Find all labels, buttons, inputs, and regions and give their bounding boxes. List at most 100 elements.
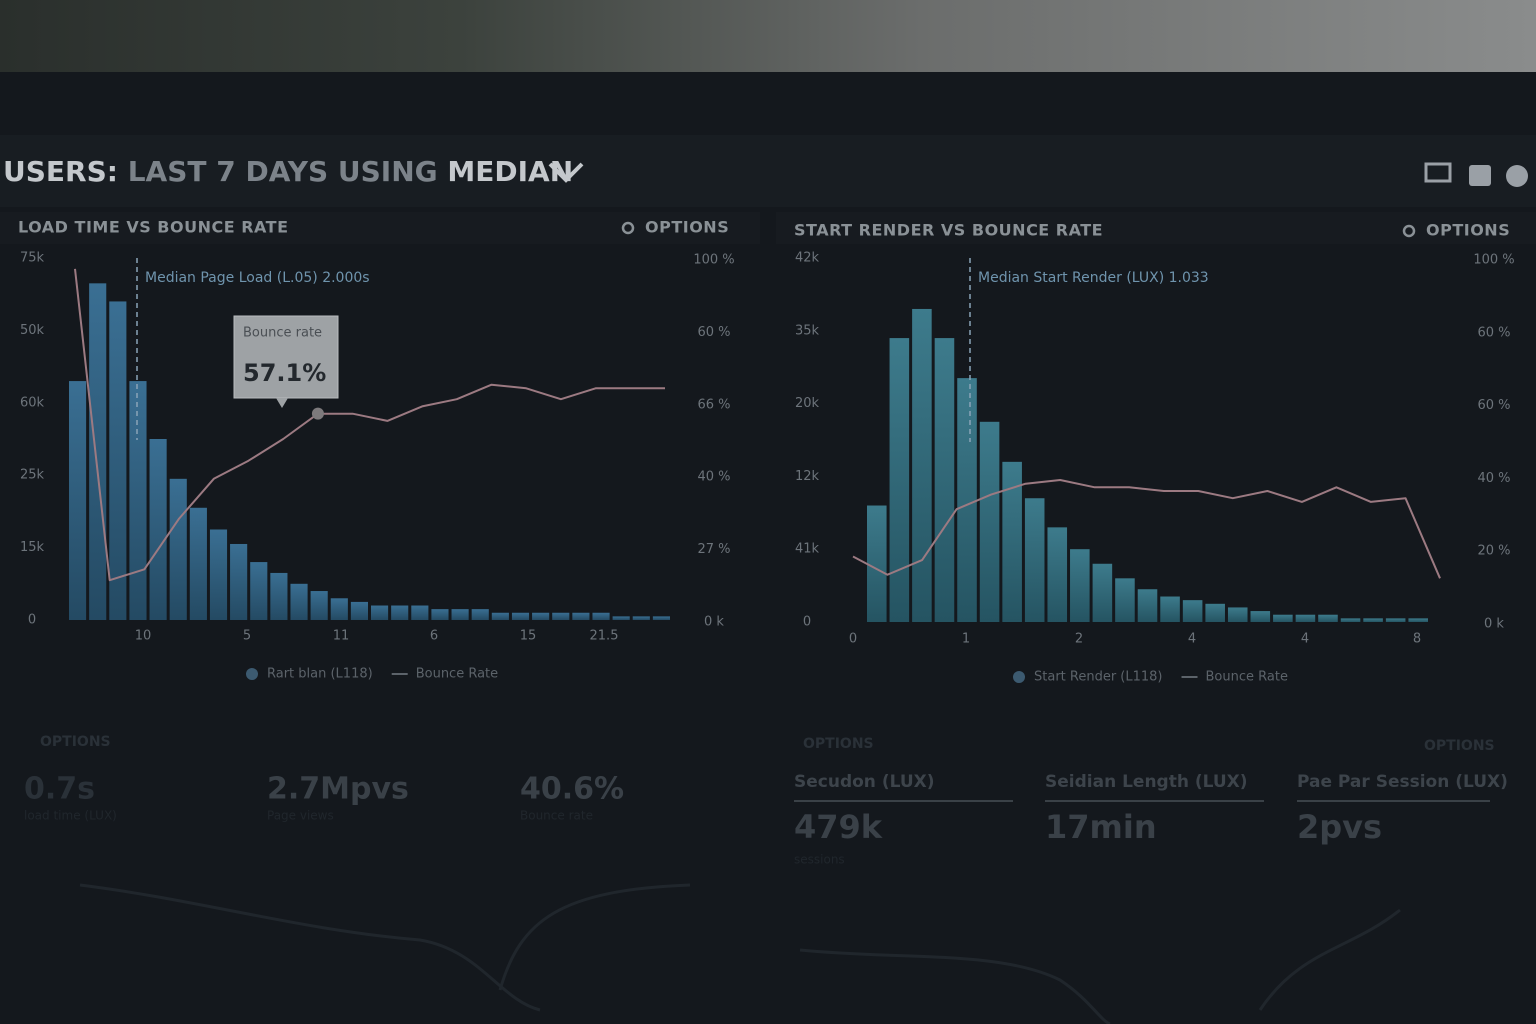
help-icon[interactable] — [1506, 165, 1528, 187]
bar — [1318, 614, 1338, 622]
bar — [109, 301, 127, 620]
panel-title: START RENDER VS BOUNCE RATE — [794, 221, 1103, 240]
bar — [957, 378, 977, 622]
bar — [310, 591, 328, 620]
options-icon[interactable] — [621, 221, 635, 235]
header-part: USERS: — [3, 155, 118, 188]
bounce-rate-line — [74, 268, 665, 582]
tooltip-pointer — [276, 398, 288, 408]
legend-swatch — [246, 668, 258, 680]
bar — [89, 283, 107, 620]
stat-value: 40.6% — [520, 772, 624, 807]
legend-swatch — [1013, 671, 1025, 683]
y2-tick-label: 20 % — [1477, 544, 1510, 559]
y2-tick-label: 0 k — [1484, 617, 1504, 632]
y2-tick-label: 40 % — [1477, 471, 1510, 486]
x-tick-label: 4 — [1188, 632, 1196, 647]
options-link[interactable]: OPTIONS — [803, 736, 874, 752]
y2-tick-label: 40 % — [697, 470, 730, 485]
x-tick-label: 1 — [962, 632, 970, 647]
x-tick-label: 11 — [333, 629, 350, 644]
stat-value: 17min — [1045, 808, 1157, 846]
faint-sparkline — [79, 883, 691, 1012]
x-tick-label: 4 — [1301, 632, 1309, 647]
y2-tick-label: 100 % — [1473, 253, 1514, 268]
panel-header — [776, 212, 1536, 244]
dropdown-icon[interactable] — [548, 162, 584, 183]
y2-tick-label: 66 % — [697, 397, 730, 412]
y-tick-label: 35k — [795, 323, 820, 338]
bar — [129, 381, 147, 620]
bar — [1227, 607, 1248, 622]
header-part: USING — [338, 155, 438, 188]
y-tick-label: 0 — [28, 613, 36, 628]
legend-entry: Bounce Rate — [1206, 670, 1288, 685]
bar — [491, 612, 509, 620]
options-link[interactable]: OPTIONS — [40, 734, 111, 750]
bar — [1137, 589, 1158, 622]
bar — [1115, 578, 1135, 622]
x-tick-label: 6 — [430, 629, 438, 644]
bar — [889, 338, 910, 622]
stat-label: load time (LUX) — [24, 809, 117, 823]
bar — [1340, 618, 1361, 622]
bar — [934, 338, 955, 622]
bar — [230, 543, 248, 620]
bar — [912, 308, 932, 622]
x-tick-label: 2 — [1075, 632, 1083, 647]
hover-point — [311, 407, 324, 420]
y2-tick-label: 60 % — [697, 325, 730, 340]
bar — [572, 612, 590, 620]
bar — [391, 605, 409, 620]
stat-title: Seidian Length (LUX) — [1045, 772, 1248, 792]
bar — [1092, 563, 1113, 622]
bar — [431, 609, 449, 620]
median-annotation: Median Page Load (L.05) 2.000s — [145, 270, 370, 286]
x-tick-label: 15 — [520, 629, 537, 644]
bar — [1363, 618, 1383, 622]
bar — [1047, 527, 1068, 622]
options-link[interactable]: OPTIONS — [1424, 738, 1495, 754]
x-tick-label: 8 — [1413, 632, 1421, 647]
monitor-icon[interactable] — [1424, 162, 1452, 183]
stat-label: Page views — [267, 809, 334, 823]
legend-entry: Rart blan (L118) — [267, 667, 373, 682]
x-tick-label: 0 — [849, 632, 857, 647]
bar — [532, 612, 550, 620]
bar — [1385, 618, 1406, 622]
x-tick-label: 21.5 — [590, 629, 619, 644]
y2-tick-label: 100 % — [693, 253, 734, 268]
y-tick-label: 12k — [795, 469, 820, 484]
y-tick-label: 20k — [795, 396, 820, 411]
y-tick-label: 41k — [795, 542, 820, 557]
y-tick-label: 15k — [20, 540, 45, 555]
bar — [632, 616, 650, 620]
bar — [350, 601, 368, 620]
header-title: USERS: LAST 7 DAYS USING MEDIAN — [3, 155, 573, 188]
median-annotation: Median Start Render (LUX) 1.033 — [978, 270, 1209, 286]
y2-tick-label: 0 k — [704, 615, 724, 630]
legend-entry: Bounce Rate — [416, 667, 498, 682]
bar — [1160, 596, 1180, 622]
bar — [1024, 498, 1045, 622]
header-part: MEDIAN — [447, 155, 573, 188]
tooltip — [233, 315, 339, 399]
y-tick-label: 0 — [803, 615, 811, 630]
bar — [1295, 614, 1316, 622]
options-icon[interactable] — [1402, 224, 1416, 238]
bar — [451, 609, 469, 620]
y-tick-label: 25k — [20, 468, 45, 483]
bar — [189, 507, 207, 620]
stat-value: 0.7s — [24, 772, 95, 807]
share-icon[interactable] — [1469, 165, 1491, 186]
options-link[interactable]: OPTIONS — [645, 218, 729, 237]
options-link[interactable]: OPTIONS — [1426, 221, 1510, 240]
background-photo — [0, 0, 1536, 72]
stat-title: Secudon (LUX) — [794, 772, 935, 792]
faint-sparkline — [799, 908, 1401, 1024]
x-tick-label: 5 — [243, 629, 251, 644]
header-bar — [0, 135, 1536, 207]
bar — [209, 529, 228, 620]
bar — [1273, 614, 1293, 622]
stat-value: 2pvs — [1297, 808, 1382, 846]
